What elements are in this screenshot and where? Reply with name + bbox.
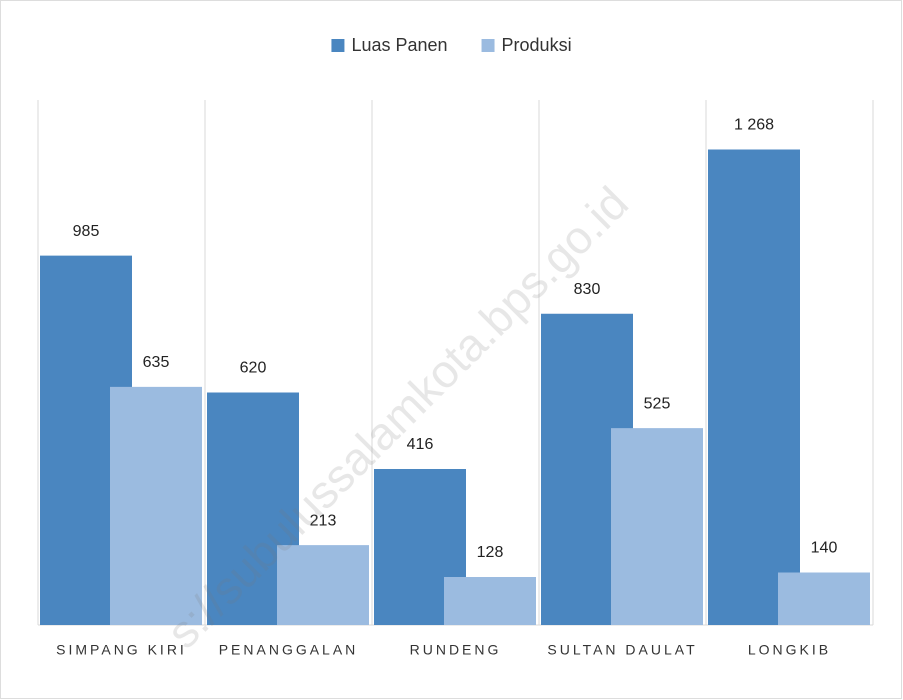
bar: [277, 545, 369, 625]
data-label: 213: [310, 512, 337, 529]
data-label: 830: [574, 281, 601, 298]
data-label: 416: [407, 436, 434, 453]
data-label: 1 268: [734, 117, 774, 134]
data-label: 620: [240, 360, 267, 377]
data-label: 128: [477, 544, 504, 561]
legend-label: Luas Panen: [351, 35, 447, 55]
bar: [110, 386, 202, 625]
bar: [778, 572, 870, 625]
bar: [708, 149, 800, 625]
bar: [611, 428, 703, 625]
data-label: 985: [73, 223, 100, 240]
x-tick-label: RUNDENG: [410, 642, 502, 658]
legend-label: Produksi: [502, 35, 572, 55]
data-label: 140: [811, 540, 838, 557]
x-tick-label: SULTAN DAULAT: [547, 642, 697, 658]
x-tick-label: PENANGGALAN: [219, 642, 359, 658]
data-label: 635: [143, 354, 170, 371]
legend-swatch: [481, 39, 495, 52]
data-label: 525: [644, 395, 671, 412]
x-tick-label: SIMPANG KIRI: [56, 642, 187, 658]
legend-swatch: [331, 39, 345, 52]
legend: Luas Panen Produksi: [331, 35, 572, 55]
bar: [444, 577, 536, 625]
x-tick-label: LONGKIB: [748, 642, 831, 658]
